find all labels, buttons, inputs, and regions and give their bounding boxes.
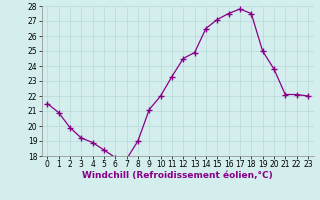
X-axis label: Windchill (Refroidissement éolien,°C): Windchill (Refroidissement éolien,°C) (82, 171, 273, 180)
